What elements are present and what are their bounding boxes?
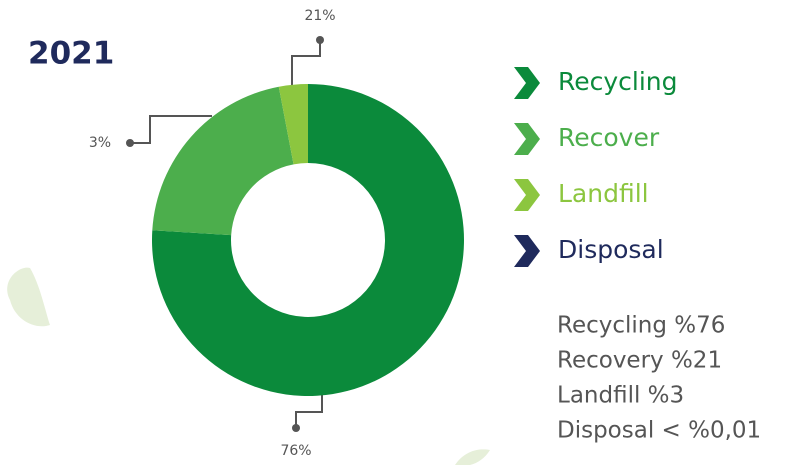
legend-marker: [514, 179, 540, 211]
legend-label: Recover: [558, 123, 660, 152]
leader-dot: [292, 424, 300, 432]
leader-line: [292, 40, 320, 86]
leaf-decoration: [7, 268, 50, 327]
donut-slice: [152, 87, 293, 235]
leader-dot: [316, 36, 324, 44]
legend-marker: [514, 235, 540, 267]
legend-marker: [514, 123, 540, 155]
leader-line: [296, 392, 322, 428]
summary-line: Recovery %21: [557, 348, 722, 374]
slice-annotation: 21%: [304, 8, 335, 24]
summary-line: Landfill %3: [557, 383, 684, 409]
leaf-decoration: [455, 449, 490, 465]
summary-line: Disposal < %0,01: [557, 418, 761, 444]
legend-label: Recycling: [558, 67, 678, 96]
chart: 2021 21% 3% 76% Recycling Recover Landfill…: [0, 0, 805, 465]
legend-label: Disposal: [558, 235, 664, 264]
leader-dot: [126, 139, 134, 147]
slice-annotation: 3%: [89, 135, 111, 151]
chart-title: 2021: [28, 36, 114, 72]
legend-marker: [514, 67, 540, 99]
summary-line: Recycling %76: [557, 313, 725, 339]
slice-annotation: 76%: [280, 443, 311, 459]
legend-label: Landfill: [558, 179, 649, 208]
